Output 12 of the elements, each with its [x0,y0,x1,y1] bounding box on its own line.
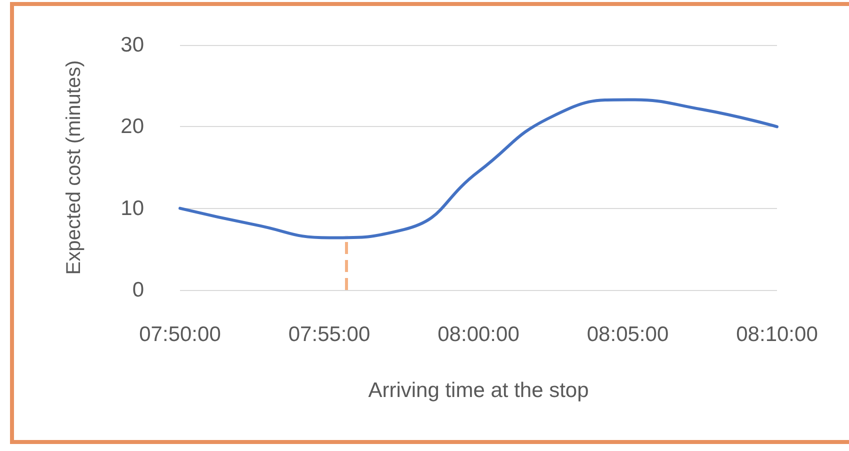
x-tick-label: 07:50:00 [139,323,221,346]
y-tick-label: 30 [120,34,144,56]
x-tick-label: 08:00:00 [438,323,520,346]
x-tick-label: 07:55:00 [288,323,370,346]
y-axis-title: Expected cost (minutes) [63,60,85,275]
x-axis-title: Arriving time at the stop [368,379,589,402]
y-tick-label: 10 [120,196,144,220]
y-tick-label: 0 [132,278,144,302]
x-tick-label: 08:05:00 [586,323,669,346]
line-series [178,98,778,240]
x-tick-label: 08:10:00 [736,323,818,346]
y-tick-label: 20 [120,115,144,138]
